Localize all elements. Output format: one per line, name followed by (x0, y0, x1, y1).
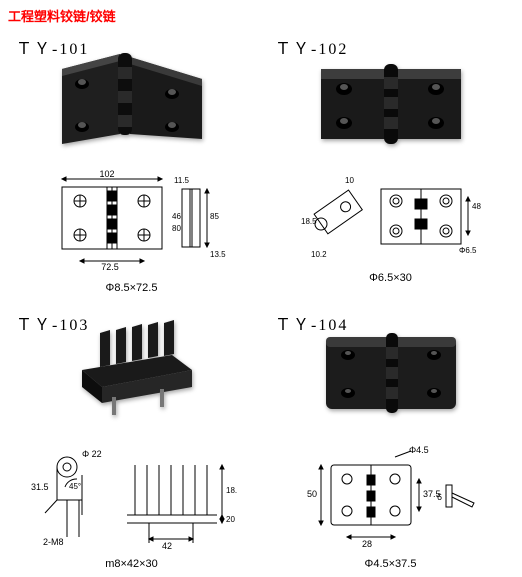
photo-ty104 (306, 315, 476, 425)
dim-28: 28 (361, 539, 371, 549)
dim-6: 6 (437, 492, 442, 502)
dim-46: 46 (172, 212, 181, 221)
drawing-ty104: Φ4.5 50 37.5 28 6 (291, 445, 491, 555)
page-title: 工程塑料铰链/铰链 (8, 6, 516, 25)
spec-ty103: m8×42×30 (105, 558, 158, 570)
dim-183: 18.3 (226, 486, 237, 495)
photo-ty101 (42, 39, 222, 149)
drawing-ty102: 10 18.5 10.2 48 Φ6.5 (291, 169, 491, 269)
dim-10: 10 (345, 176, 354, 185)
spec-ty102: Φ6.5×30 (369, 272, 412, 284)
drawing-ty103: Φ 22 31.5 45° 2-M8 18.3 42 20 (27, 445, 237, 555)
dim-85: 85 (210, 212, 219, 221)
dim-315: 31.5 (31, 482, 49, 492)
dim-phi45: Φ4.5 (409, 445, 429, 455)
dim-102b: 10.2 (311, 250, 327, 259)
drawing-ty101: 102 11.5 46 80 85 13.5 72.5 (32, 169, 232, 279)
dim-2m8: 2-M8 (43, 537, 64, 547)
cell-ty104-photo: ＴＹ-104 (271, 307, 510, 437)
spec-ty101: Φ8.5×72.5 (106, 282, 158, 294)
dim-50: 50 (307, 489, 317, 499)
dim-115: 11.5 (174, 176, 190, 185)
photo-ty102 (306, 39, 476, 149)
dim-725: 72.5 (101, 262, 119, 272)
photo-ty103 (52, 315, 212, 425)
dim-185: 18.5 (301, 217, 317, 226)
dim-80: 80 (172, 224, 181, 233)
dim-102: 102 (99, 169, 114, 179)
dim-42: 42 (161, 541, 171, 551)
dim-20: 20 (226, 515, 235, 524)
spec-ty104: Φ4.5×37.5 (365, 558, 417, 570)
dim-135: 13.5 (210, 250, 226, 259)
dim-phi65: Φ6.5 (459, 246, 477, 255)
cell-ty103-photo: ＴＹ-103 (12, 307, 251, 437)
catalog-grid: ＴＹ-101 ＴＹ-102 (6, 29, 516, 577)
cell-ty104-drawing: Φ4.5 50 37.5 28 6 Φ4.5×37.5 (271, 445, 510, 575)
dim-phi22: Φ 22 (82, 449, 102, 459)
cell-ty102-photo: ＴＹ-102 (271, 31, 510, 161)
cell-ty101-drawing: 102 11.5 46 80 85 13.5 72.5 Φ8.5×72.5 (12, 169, 251, 299)
dim-48: 48 (472, 202, 481, 211)
cell-ty102-drawing: 10 18.5 10.2 48 Φ6.5 Φ6.5×30 (271, 169, 510, 299)
cell-ty101-photo: ＴＹ-101 (12, 31, 251, 161)
cell-ty103-drawing: Φ 22 31.5 45° 2-M8 18.3 42 20 m8×42×30 (12, 445, 251, 575)
dim-45deg: 45° (69, 482, 81, 491)
